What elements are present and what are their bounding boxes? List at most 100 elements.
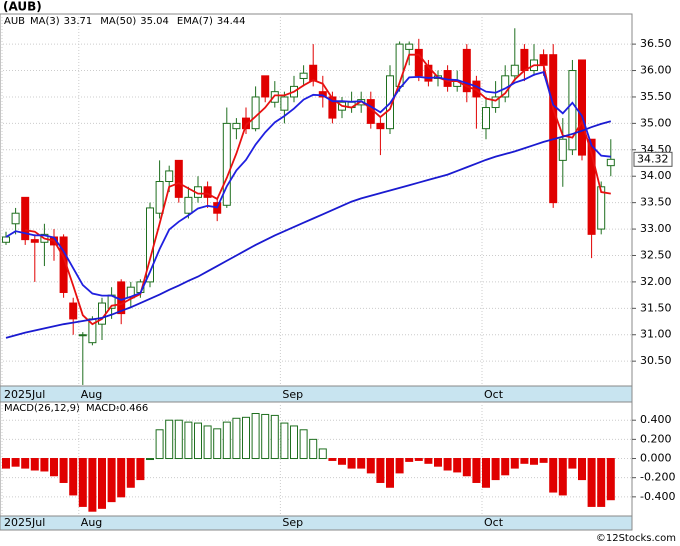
candle-body (184, 196, 193, 214)
macd-bar (338, 458, 346, 465)
symbol: AUB (4, 16, 25, 27)
y-tick-label: 34.00 (640, 169, 672, 182)
y-tick-label: -0.400 (640, 490, 675, 503)
candle-body (242, 117, 250, 130)
y-tick-label: 0.400 (640, 413, 672, 426)
y-tick-label: 32.00 (640, 275, 672, 288)
macd-bar (232, 417, 241, 460)
legend-name: MA(3) (30, 16, 60, 27)
candle-body (222, 122, 231, 206)
macd-bar (290, 425, 298, 460)
x-tick-label: Oct (484, 388, 504, 401)
macd-bar (2, 458, 10, 469)
macd-bar (376, 458, 385, 483)
macd-bar (520, 458, 529, 464)
macd-bar (578, 458, 586, 481)
legend-value: 34.44 (217, 16, 246, 27)
candle-body (165, 170, 174, 183)
legend-value: 35.04 (140, 16, 169, 27)
candle-body (606, 158, 615, 167)
x-tick-label: Oct (484, 516, 504, 529)
candle-body (270, 91, 279, 103)
macd-bar (30, 458, 39, 471)
date-strip (0, 515, 633, 531)
macd-bar (222, 421, 231, 460)
last-price-box (633, 151, 673, 167)
candle-body (21, 196, 30, 241)
y-tick-label: 31.50 (640, 301, 672, 314)
candle-body (405, 43, 414, 50)
candle-body (78, 334, 87, 337)
candle-body (251, 96, 260, 130)
macd-bar (213, 428, 222, 460)
chart-title: (AUB) (3, 0, 42, 14)
macd-bar (318, 448, 327, 460)
macd-bar (194, 422, 202, 460)
macd-bar (357, 458, 366, 469)
candle-body (376, 122, 385, 130)
candle-body (491, 96, 500, 109)
macd-bar (414, 458, 423, 461)
x-tick-label: Sep (282, 388, 303, 401)
candle-body (155, 181, 164, 214)
y-tick-label: 35.00 (640, 116, 672, 129)
macd-bar (568, 458, 577, 469)
macd-bar (386, 458, 394, 488)
macd-bar (59, 458, 68, 483)
y-tick-label: -0.200 (640, 471, 675, 484)
macd-bar (146, 458, 154, 461)
candle-body (568, 70, 577, 151)
credit: ©12Stocks.com (596, 533, 676, 544)
macd-bar (203, 425, 212, 460)
macd-label: MACD: (86, 403, 119, 414)
candle-body (597, 186, 606, 230)
candle-body (558, 138, 567, 161)
macd-bar (299, 429, 308, 460)
macd-bar (78, 458, 87, 507)
macd-bar (549, 458, 558, 493)
macd-bar (424, 458, 433, 464)
macd-bar (472, 458, 481, 483)
y-tick-label: 0.200 (640, 432, 672, 445)
legend-name: MA(50) (100, 16, 136, 27)
macd-bar (347, 458, 356, 469)
y-tick-label: 35.50 (640, 90, 672, 103)
x-tick-label: Sep (282, 516, 303, 529)
macd-bar (434, 458, 442, 467)
candle-body (11, 212, 20, 225)
candle-body (30, 239, 39, 243)
macd-bar (155, 429, 164, 460)
candle-body (520, 48, 529, 72)
candle-body (424, 64, 433, 82)
macd-bar (443, 458, 452, 471)
macd-bar (309, 438, 318, 460)
macd-bar (270, 414, 279, 460)
macd-bar (126, 458, 135, 488)
x-tick-label: Aug (81, 388, 102, 401)
candle-body (203, 186, 212, 198)
candle-body (126, 286, 135, 299)
macd-bar (530, 458, 538, 465)
candle-body (261, 75, 270, 98)
legend-value: 33.71 (64, 16, 93, 27)
macd-bar (251, 412, 260, 460)
macd-bar (366, 458, 375, 474)
macd-bar (11, 458, 20, 467)
last-price: 34.32 (637, 152, 669, 165)
macd-bar (405, 458, 414, 462)
macd-bar (107, 458, 116, 503)
legend-name: EMA(7) (177, 16, 213, 27)
y-tick-label: 33.00 (640, 222, 672, 235)
candle-body (549, 54, 558, 204)
candle-body (309, 64, 318, 82)
candle-body (587, 138, 596, 235)
macd-bar (136, 458, 145, 481)
macd-bar (242, 416, 250, 460)
macd-bar (117, 458, 126, 498)
candle-body (578, 59, 586, 156)
macd-name: MACD(26,12,9) (4, 403, 80, 414)
ma-line (25, 53, 611, 326)
macd-bar (184, 421, 193, 460)
candle-body (174, 159, 183, 198)
macd-bar (510, 458, 519, 469)
